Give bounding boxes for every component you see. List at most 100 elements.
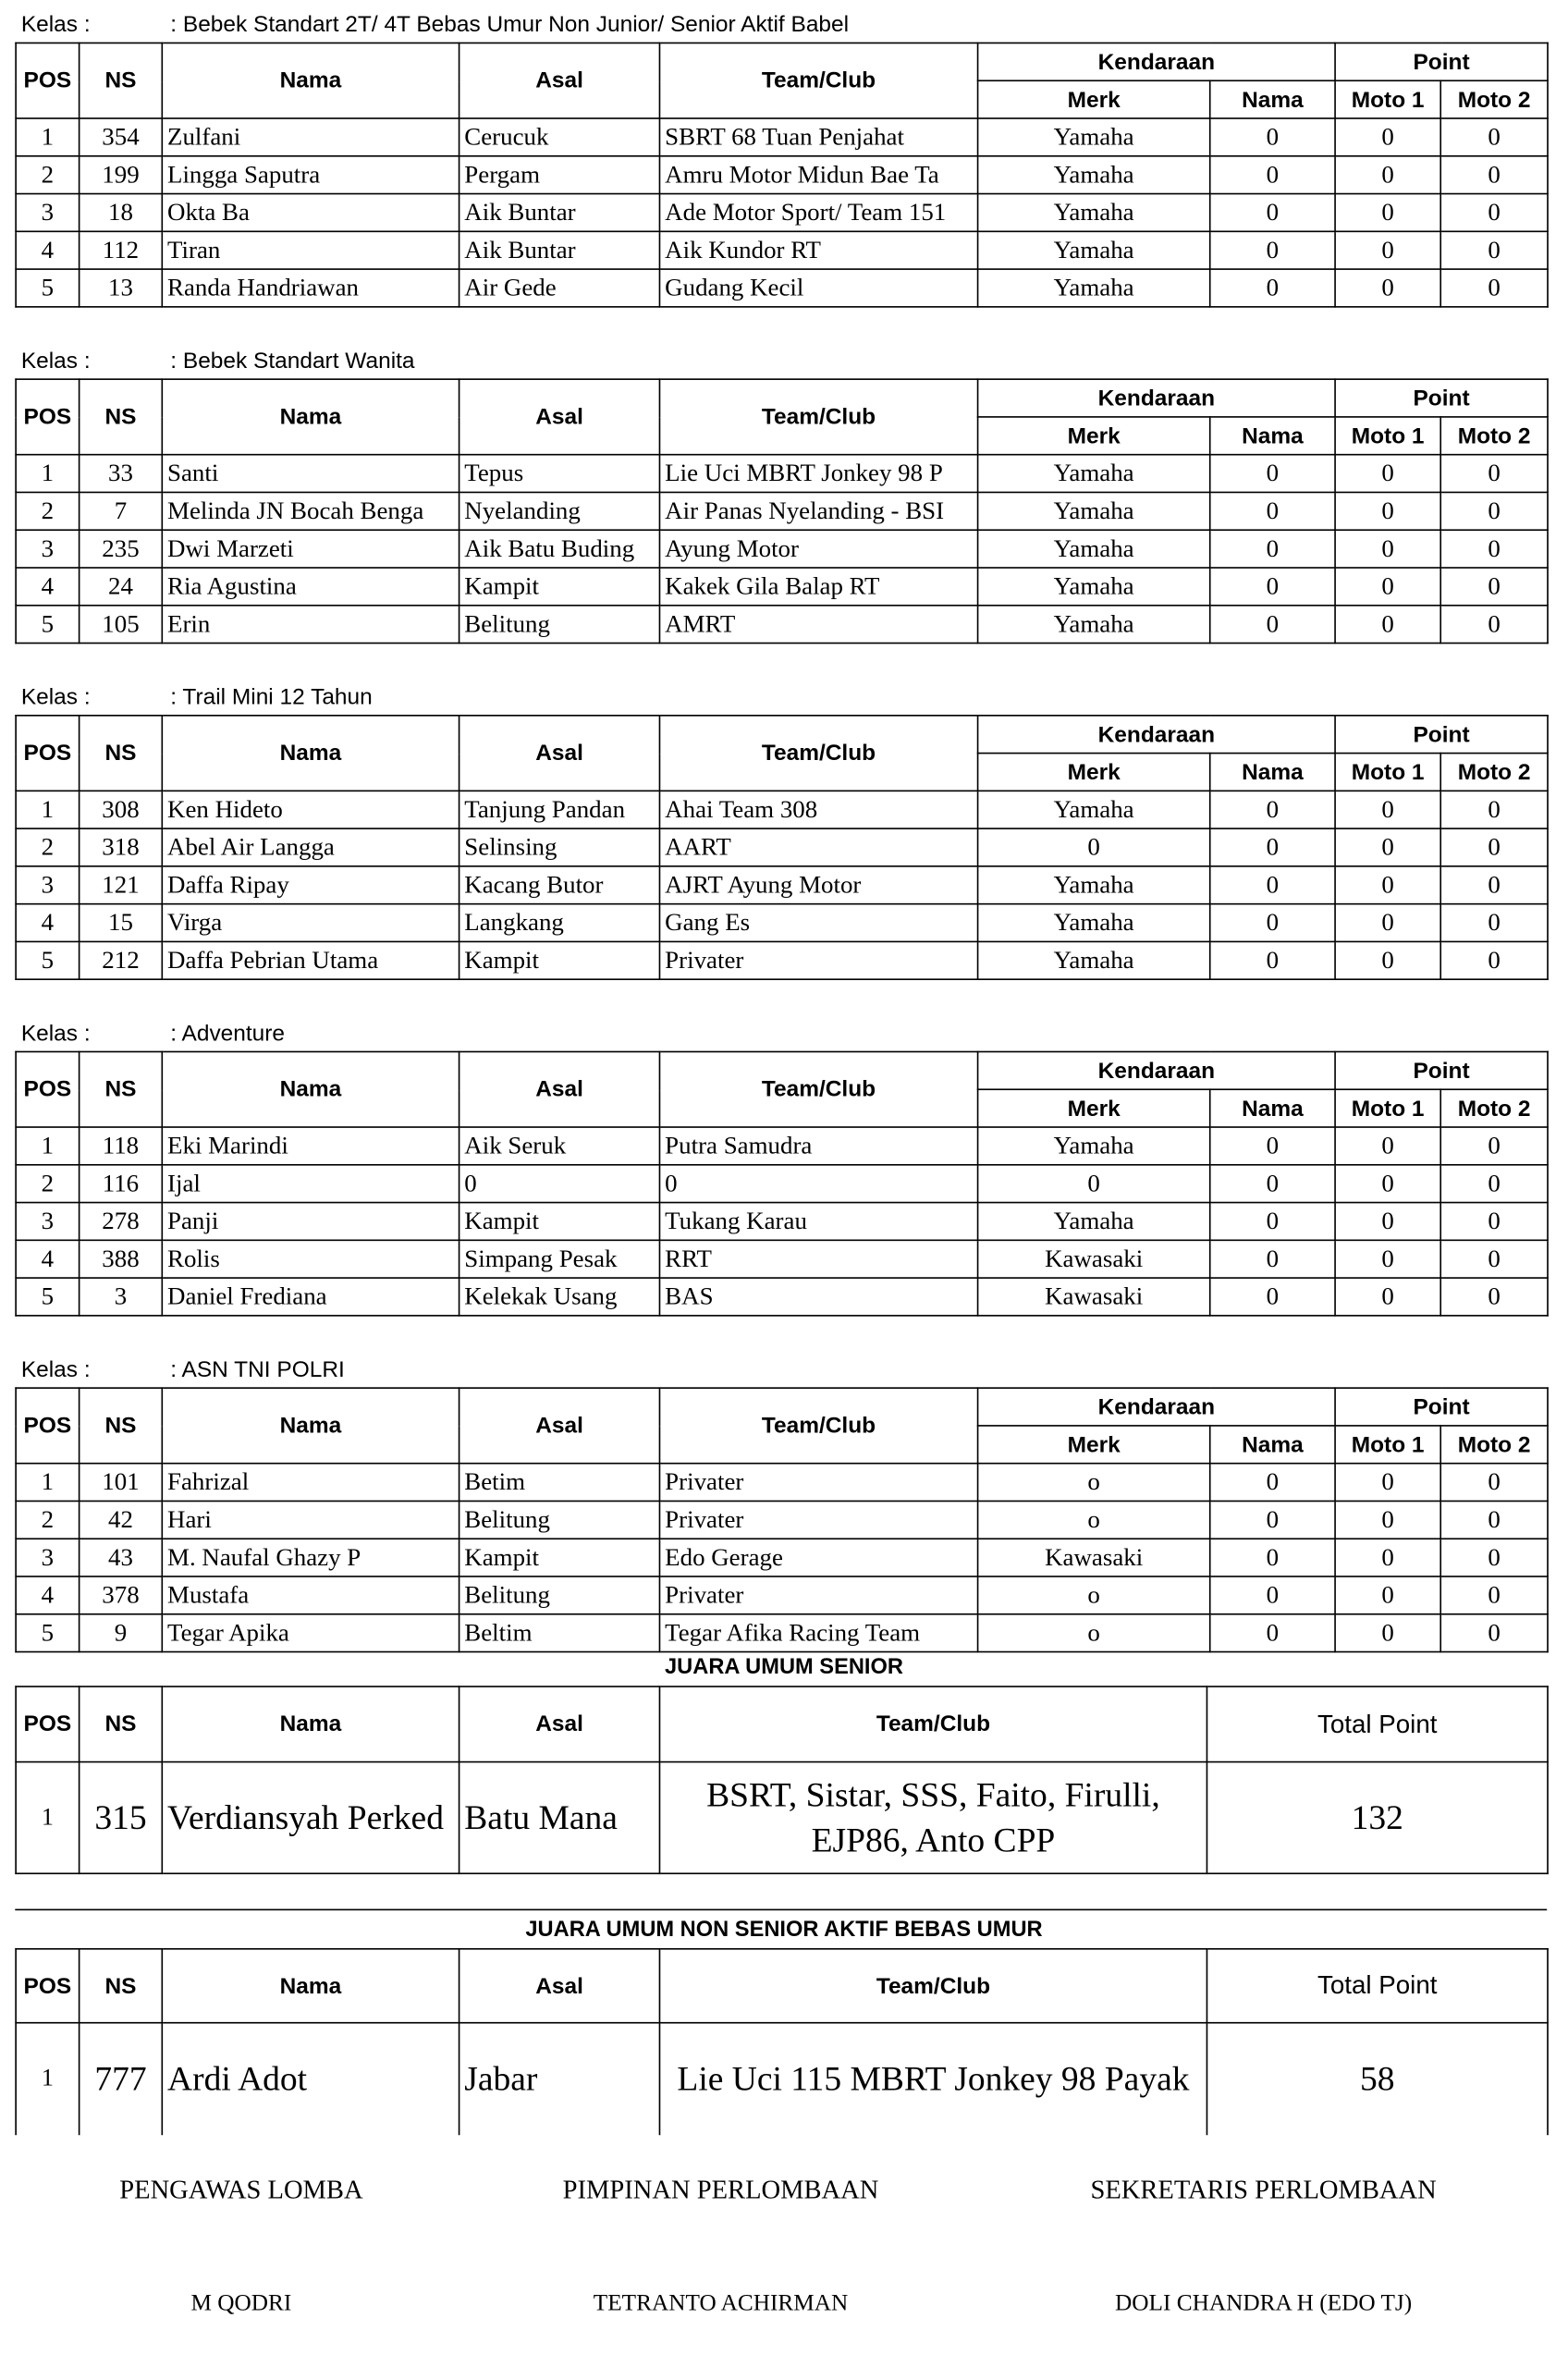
champion-title: JUARA UMUM SENIOR bbox=[665, 1655, 903, 1680]
data-cell: 0 bbox=[1334, 790, 1442, 829]
data-cell: Selinsing bbox=[458, 828, 661, 867]
data-cell: 0 bbox=[1208, 192, 1336, 233]
header-cell: Moto 1 bbox=[1334, 752, 1442, 792]
data-row: 5 13 Randa Handriawan Air Gede Gudang Kecil Y… bbox=[15, 268, 1549, 308]
data-cell: 0 bbox=[1439, 230, 1549, 270]
signature-name: DOLI CHANDRA H (EDO TJ) bbox=[1115, 2290, 1413, 2316]
data-cell: 0 bbox=[1334, 1126, 1442, 1166]
data-cell: Yamaha bbox=[976, 790, 1211, 829]
data-cell: Yamaha bbox=[976, 230, 1211, 270]
data-row: 2 318 Abel Air Langga Selinsing AART 0 0 0 0 bbox=[15, 828, 1549, 867]
data-cell: 0 bbox=[1208, 491, 1336, 532]
header-cell: Team/Club bbox=[658, 42, 979, 119]
data-row: 2 42 Hari Belitung Privater o 0 0 0 bbox=[15, 1500, 1549, 1540]
data-cell: Yamaha bbox=[976, 268, 1211, 308]
data-cell: Ardi Adot bbox=[161, 2021, 460, 2135]
data-row: 5 212 Daffa Pebrian Utama Kampit Privater Yam… bbox=[15, 940, 1549, 981]
header-row: Merk Nama Moto 1 Moto 2 bbox=[16, 80, 1549, 119]
data-cell: Kelekak Usang bbox=[458, 1277, 661, 1317]
header-cell: Merk bbox=[976, 80, 1211, 119]
data-cell: 4 bbox=[15, 1239, 80, 1279]
data-cell: Yamaha bbox=[976, 529, 1211, 569]
header-cell: Moto 1 bbox=[1334, 80, 1442, 119]
data-row: 1 118 Eki Marindi Aik Seruk Putra Samudra Yam… bbox=[15, 1126, 1549, 1166]
data-cell: 4 bbox=[15, 567, 80, 607]
data-cell: 0 bbox=[1208, 117, 1336, 157]
data-cell: 0 bbox=[1208, 154, 1336, 195]
class-label: Kelas : bbox=[20, 348, 91, 374]
data-row: 4 112 Tiran Aik Buntar Aik Kundor RT Yamaha 0 0… bbox=[15, 230, 1549, 270]
class-table: POS NS Nama Asal Team/Club Kendaraan Point Merk… bbox=[15, 42, 1549, 308]
header-row: POS NS Nama Asal Team/Club Kendaraan Point bbox=[15, 1387, 1549, 1465]
data-row: 3 121 Daffa Ripay Kacang Butor AJRT Ayung Mo… bbox=[15, 865, 1549, 905]
data-cell: Batu Mana bbox=[458, 1760, 661, 1875]
data-cell: Jabar bbox=[458, 2021, 661, 2135]
header-cell: Point bbox=[1334, 1387, 1549, 1427]
header-cell: Asal bbox=[458, 714, 661, 792]
data-cell: 5 bbox=[15, 1613, 80, 1653]
header-cell: POS bbox=[15, 42, 80, 119]
data-cell: 4 bbox=[15, 902, 80, 943]
data-cell: 0 bbox=[1208, 865, 1336, 905]
data-row: 2 7 Melinda JN Bocah Benga Nyelanding Air Pa… bbox=[15, 491, 1549, 532]
data-cell: Kawasaki bbox=[976, 1239, 1211, 1279]
data-cell: Ken Hideto bbox=[161, 790, 460, 829]
header-cell: POS bbox=[15, 714, 80, 792]
data-cell: 0 bbox=[1439, 154, 1549, 195]
data-cell: 121 bbox=[78, 865, 164, 905]
class-name: : ASN TNI POLRI bbox=[170, 1356, 345, 1383]
header-cell: NS bbox=[78, 1686, 164, 1763]
data-cell: Privater bbox=[658, 1462, 979, 1502]
data-cell: 0 bbox=[1334, 1500, 1442, 1540]
header-cell: Point bbox=[1334, 378, 1549, 418]
class-name: : Bebek Standart Wanita bbox=[170, 348, 415, 374]
data-cell: 1 bbox=[15, 1760, 80, 1875]
header-cell: Asal bbox=[458, 1947, 661, 2024]
data-cell: Gudang Kecil bbox=[658, 268, 979, 308]
data-cell: 2 bbox=[15, 1500, 80, 1540]
champion-title: JUARA UMUM NON SENIOR AKTIF BEBAS UMUR bbox=[525, 1918, 1043, 1943]
data-cell: Gang Es bbox=[658, 902, 979, 943]
data-cell: 1 bbox=[15, 1462, 80, 1502]
header-cell: Moto 2 bbox=[1439, 1088, 1549, 1128]
header-cell: Moto 2 bbox=[1439, 752, 1549, 792]
data-cell: Langkang bbox=[458, 902, 661, 943]
data-cell: 116 bbox=[78, 1163, 164, 1204]
data-cell: Yamaha bbox=[976, 604, 1211, 644]
class-table: POS NS Nama Asal Team/Club Kendaraan Point Merk… bbox=[15, 714, 1549, 981]
data-cell: 0 bbox=[1208, 453, 1336, 494]
header-cell: Team/Club bbox=[658, 378, 979, 456]
data-row: 3 43 M. Naufal Ghazy P Kampit Edo Gerage Kawa… bbox=[15, 1538, 1549, 1577]
data-cell: Simpang Pesak bbox=[458, 1239, 661, 1279]
data-cell: Ahai Team 308 bbox=[658, 790, 979, 829]
header-cell: Nama bbox=[1208, 752, 1336, 792]
data-cell: 0 bbox=[1334, 1576, 1442, 1615]
header-cell: Kendaraan bbox=[976, 42, 1336, 82]
data-cell: 0 bbox=[1334, 192, 1442, 233]
data-cell: 2 bbox=[15, 154, 80, 195]
data-cell: Hari bbox=[161, 1500, 460, 1540]
data-cell: 1 bbox=[15, 1126, 80, 1166]
data-cell: 0 bbox=[1439, 453, 1549, 494]
data-cell: Belitung bbox=[458, 1500, 661, 1540]
data-cell: 0 bbox=[1334, 1462, 1442, 1502]
champion-table: POS NS Nama Asal Team/Club Total Point 1 315 Ver… bbox=[15, 1686, 1549, 1875]
data-cell: 0 bbox=[1439, 192, 1549, 233]
header-row: Merk Nama Moto 1 Moto 2 bbox=[16, 752, 1549, 792]
data-cell: Verdiansyah Perked bbox=[161, 1760, 460, 1875]
data-cell: 378 bbox=[78, 1576, 164, 1615]
header-row: POS NS Nama Asal Team/Club Kendaraan Point bbox=[15, 714, 1549, 792]
data-cell: 0 bbox=[1334, 1201, 1442, 1242]
data-cell: 0 bbox=[1439, 1613, 1549, 1653]
data-cell: 105 bbox=[78, 604, 164, 644]
data-cell: 0 bbox=[1334, 1277, 1442, 1317]
data-cell: 0 bbox=[1334, 567, 1442, 607]
header-cell: Team/Club bbox=[658, 1387, 979, 1465]
header-cell: Team/Club bbox=[658, 714, 979, 792]
header-cell: Kendaraan bbox=[976, 1050, 1336, 1091]
data-cell: 18 bbox=[78, 192, 164, 233]
data-row: 3 235 Dwi Marzeti Aik Batu Buding Ayung Moto… bbox=[15, 529, 1549, 569]
data-cell: 0 bbox=[1334, 154, 1442, 195]
data-cell: 0 bbox=[1439, 567, 1549, 607]
data-cell: 0 bbox=[1208, 1239, 1336, 1279]
